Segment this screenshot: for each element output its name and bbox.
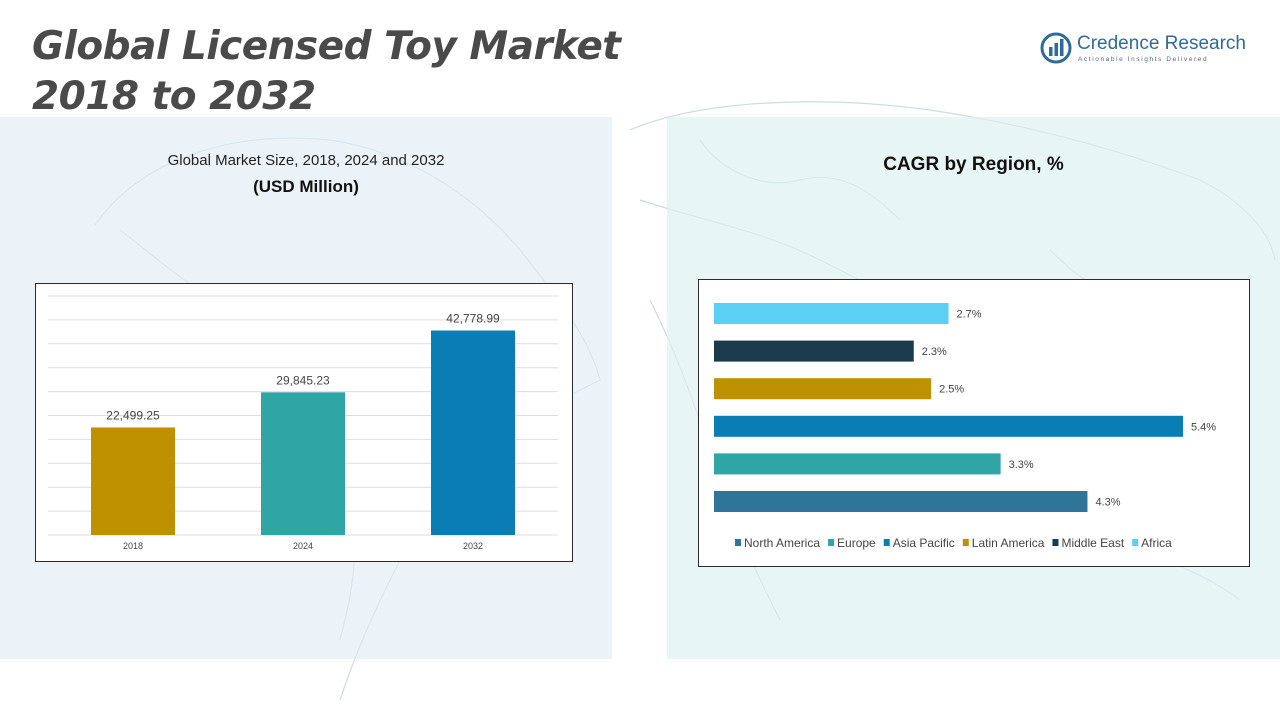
data-label-latin-america: 2.5%: [939, 384, 964, 396]
logo-mark-icon: [1040, 32, 1072, 64]
title-line-2: 2018 to 2032: [32, 74, 316, 119]
title-line-1: Global Licensed Toy Market: [32, 24, 621, 69]
x-tick-2032: 2032: [463, 541, 483, 551]
market-size-chart-unit: (USD Million): [253, 177, 359, 196]
legend-label-north-america: North America: [744, 536, 820, 550]
data-label-2032: 42,778.99: [446, 312, 500, 326]
x-tick-2018: 2018: [123, 541, 143, 551]
bar-middle-east: [714, 340, 914, 362]
data-label-north-america: 4.3%: [1095, 497, 1120, 509]
brand-logo: Credence Research Actionable Insights De…: [1040, 30, 1260, 70]
bar-2032: [431, 330, 515, 535]
legend-swatch-north-america: [735, 539, 741, 546]
cagr-chart-frame: 4.3% 3.3% 5.4% 2.5% 2.3% 2.7% North America Eur…: [698, 279, 1250, 567]
data-label-2018: 22,499.25: [106, 408, 160, 422]
cagr-bar-chart: 4.3% 3.3% 5.4% 2.5% 2.3% 2.7% North America Eur…: [714, 303, 1216, 550]
data-label-europe: 3.3%: [1009, 459, 1034, 471]
bar-europe: [714, 453, 1001, 475]
data-label-africa: 2.7%: [957, 309, 982, 321]
bar-latin-america: [714, 378, 932, 400]
legend-swatch-latin-america: [962, 539, 969, 546]
data-label-middle-east: 2.3%: [922, 346, 947, 358]
page-title: Global Licensed Toy Market 2018 to 2032: [32, 22, 621, 122]
market-size-bar-chart: 22,499.25 2018 29,845.23 2024 42,778.99 2032: [48, 295, 558, 551]
market-size-chart-title: Global Market Size, 2018, 2024 and 2032: [167, 152, 445, 169]
market-size-chart-frame: 22,499.25 2018 29,845.23 2024 42,778.99 2032: [35, 283, 573, 562]
legend-label-latin-america: Latin America: [972, 536, 1045, 550]
logo-tagline: Actionable Insights Delivered: [1078, 56, 1209, 63]
legend-swatch-middle-east: [1052, 539, 1059, 546]
legend-swatch-europe: [828, 539, 835, 546]
bar-2018: [91, 427, 175, 535]
data-label-asia-pacific: 5.4%: [1191, 421, 1216, 433]
cagr-chart-title: CAGR by Region, %: [883, 154, 1064, 175]
legend-swatch-asia-pacific: [883, 539, 890, 546]
bar-africa: [714, 303, 949, 324]
bar-2024: [261, 392, 345, 535]
x-tick-2024: 2024: [293, 541, 313, 551]
data-label-2024: 29,845.23: [276, 373, 330, 387]
bar-north-america: [714, 491, 1088, 512]
bar-asia-pacific: [714, 415, 1183, 437]
legend-label-europe: Europe: [837, 536, 876, 550]
logo-name: Credence Research: [1077, 33, 1246, 54]
legend-swatch-africa: [1132, 539, 1139, 546]
legend-label-asia-pacific: Asia Pacific: [893, 536, 955, 550]
legend-label-middle-east: Middle East: [1061, 536, 1124, 550]
legend-label-africa: Africa: [1141, 536, 1172, 550]
